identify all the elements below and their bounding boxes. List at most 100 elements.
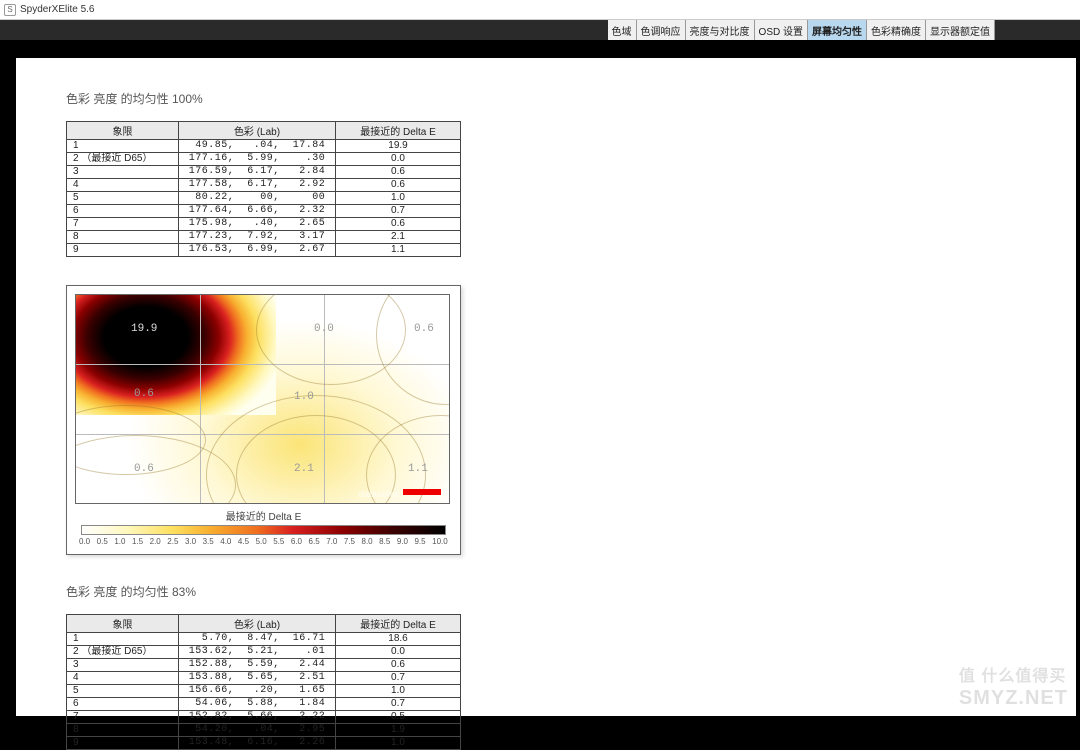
watermark: 值 什么值得买 SMYZ.NET [959, 662, 1068, 710]
cell-lab: 54.20, .04, 2.95 [179, 724, 336, 737]
cell-deltae: 0.0 [336, 646, 461, 659]
table-header: 最接近的 Delta E [336, 615, 461, 633]
chart-brand: datacolor [358, 489, 399, 499]
table-row: 3176.59, 6.17, 2.840.6 [67, 166, 461, 179]
cell-quadrant: 4 [67, 672, 179, 685]
cell-lab: 176.53, 6.99, 2.67 [179, 244, 336, 257]
cell-lab: 152.88, 5.59, 2.44 [179, 659, 336, 672]
tab-色调响应[interactable]: 色调响应 [637, 20, 686, 40]
cell-quadrant: 3 [67, 659, 179, 672]
cell-deltae: 0.7 [336, 205, 461, 218]
legend-tick: 4.5 [238, 537, 249, 546]
cell-lab: 153.62, 5.21, .01 [179, 646, 336, 659]
cell-quadrant: 2 （最接近 D65） [67, 646, 179, 659]
heatmap-value: 0.6 [414, 323, 434, 335]
cell-lab: 177.16, 5.99, .30 [179, 153, 336, 166]
heatmap-value: 2.1 [294, 463, 314, 475]
cell-lab: 175.98, .40, 2.65 [179, 218, 336, 231]
legend-tick: 2.0 [150, 537, 161, 546]
cell-deltae: 0.6 [336, 659, 461, 672]
cell-quadrant: 1 [67, 633, 179, 646]
table-row: 8 54.20, .04, 2.951.9 [67, 724, 461, 737]
cell-lab: 152.82, 5.66, 2.22 [179, 711, 336, 724]
legend-tick: 10.0 [432, 537, 448, 546]
legend-tick: 0.0 [79, 537, 90, 546]
legend-tick: 3.0 [185, 537, 196, 546]
legend-tick: 4.0 [220, 537, 231, 546]
tab-色域[interactable]: 色域 [608, 20, 637, 40]
cell-quadrant: 7 [67, 218, 179, 231]
heatmap-value: 1.1 [408, 463, 428, 475]
tab-OSD 设置[interactable]: OSD 设置 [755, 20, 808, 40]
cell-lab: 54.06, 5.88, 1.84 [179, 698, 336, 711]
heatmap-value: 0.6 [134, 463, 154, 475]
legend-title: 最接近的 Delta E [75, 508, 452, 523]
cell-deltae: 0.7 [336, 672, 461, 685]
table-row: 2 （最接近 D65）153.62, 5.21, .010.0 [67, 646, 461, 659]
cell-deltae: 1.1 [336, 244, 461, 257]
cell-quadrant: 4 [67, 179, 179, 192]
legend-tick: 7.0 [326, 537, 337, 546]
app-title: SpyderXElite 5.6 [20, 4, 95, 15]
cell-lab: 5.70, 8.47, 16.71 [179, 633, 336, 646]
heatmap-value: 1.0 [294, 391, 314, 403]
cell-lab: 80.22, 00, 00 [179, 192, 336, 205]
cell-quadrant: 8 [67, 231, 179, 244]
table-row: 4153.88, 5.65, 2.510.7 [67, 672, 461, 685]
heatmap: datacolor 19.90.00.60.61.00.62.11.1 [75, 294, 450, 504]
cell-quadrant: 1 [67, 140, 179, 153]
cell-quadrant: 7 [67, 711, 179, 724]
legend-tick: 3.5 [203, 537, 214, 546]
table-row: 6177.64, 6.66, 2.320.7 [67, 205, 461, 218]
legend-tick: 7.5 [344, 537, 355, 546]
cell-lab: 153.48, 6.16, 2.26 [179, 737, 336, 750]
table-header: 色彩 (Lab) [179, 615, 336, 633]
report-content: 色彩 亮度 的均匀性 100% 象限色彩 (Lab)最接近的 Delta E1 … [16, 58, 1076, 750]
tab-显示器额定值[interactable]: 显示器额定值 [926, 20, 995, 40]
cell-quadrant: 9 [67, 244, 179, 257]
section2-title: 色彩 亮度 的均匀性 83% [66, 583, 1076, 600]
table-row: 8177.23, 7.92, 3.172.1 [67, 231, 461, 244]
cell-quadrant: 5 [67, 192, 179, 205]
cell-lab: 176.59, 6.17, 2.84 [179, 166, 336, 179]
table-row: 5156.66, .20, 1.651.0 [67, 685, 461, 698]
cell-quadrant: 8 [67, 724, 179, 737]
legend-gradient [81, 525, 446, 535]
cell-quadrant: 2 （最接近 D65） [67, 153, 179, 166]
legend-tick: 1.5 [132, 537, 143, 546]
cell-quadrant: 5 [67, 685, 179, 698]
table-row: 9176.53, 6.99, 2.671.1 [67, 244, 461, 257]
cell-deltae: 18.6 [336, 633, 461, 646]
table-header: 色彩 (Lab) [179, 122, 336, 140]
legend-tick: 5.5 [273, 537, 284, 546]
brand-accent [403, 489, 441, 495]
section2-table: 象限色彩 (Lab)最接近的 Delta E1 5.70, 8.47, 16.7… [66, 614, 461, 750]
cell-deltae: 0.5 [336, 711, 461, 724]
legend-tick: 0.5 [97, 537, 108, 546]
cell-deltae: 1.9 [336, 724, 461, 737]
table-row: 9153.48, 6.16, 2.261.0 [67, 737, 461, 750]
cell-deltae: 0.0 [336, 153, 461, 166]
cell-quadrant: 3 [67, 166, 179, 179]
cell-lab: 156.66, .20, 1.65 [179, 685, 336, 698]
table-row: 5 80.22, 00, 001.0 [67, 192, 461, 205]
section1-title: 色彩 亮度 的均匀性 100% [66, 90, 1076, 107]
cell-deltae: 0.7 [336, 698, 461, 711]
app-icon: S [4, 4, 16, 16]
cell-quadrant: 9 [67, 737, 179, 750]
legend-ticks: 0.00.51.01.52.02.53.03.54.04.55.05.56.06… [79, 537, 448, 546]
legend-tick: 1.0 [114, 537, 125, 546]
cell-deltae: 1.0 [336, 192, 461, 205]
tab-亮度与对比度[interactable]: 亮度与对比度 [686, 20, 755, 40]
heatmap-value: 0.0 [314, 323, 334, 335]
cell-lab: 177.23, 7.92, 3.17 [179, 231, 336, 244]
legend-tick: 5.0 [256, 537, 267, 546]
legend-tick: 8.0 [362, 537, 373, 546]
cell-deltae: 1.0 [336, 685, 461, 698]
cell-lab: 49.85, .04, 17.84 [179, 140, 336, 153]
heatmap-value: 0.6 [134, 388, 154, 400]
legend-tick: 9.5 [414, 537, 425, 546]
tab-色彩精确度[interactable]: 色彩精确度 [867, 20, 926, 40]
table-row: 7152.82, 5.66, 2.220.5 [67, 711, 461, 724]
tab-屏幕均匀性[interactable]: 屏幕均匀性 [808, 20, 867, 40]
